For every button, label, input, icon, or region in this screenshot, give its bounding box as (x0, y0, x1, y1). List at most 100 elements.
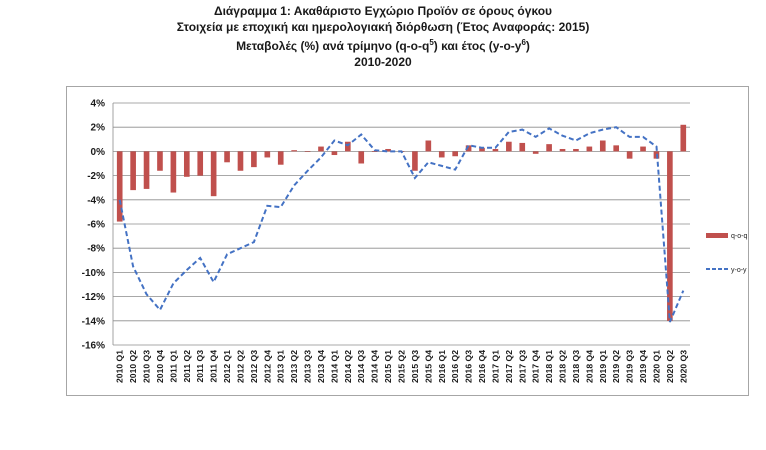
x-tick-label: 2015 Q3 (410, 350, 420, 383)
q-o-q-bar (452, 151, 458, 157)
q-o-q-bar (667, 151, 673, 321)
chart-subtitle: Στοιχεία με εποχική και ημερολογιακή διό… (176, 19, 590, 34)
x-tick-label: 2018 Q3 (571, 350, 581, 383)
q-o-q-bar (143, 151, 150, 189)
x-tick-label: 2014 Q3 (356, 350, 366, 383)
x-tick-label: 2015 Q1 (383, 350, 393, 383)
y-tick-label: 0% (91, 147, 106, 158)
x-tick-label: 2011 Q3 (195, 350, 205, 383)
q-o-q-bar (613, 145, 620, 152)
y-tick-label: -16% (82, 341, 105, 352)
x-tick-label: 2010 Q4 (155, 350, 165, 383)
x-tick-label: 2013 Q1 (276, 350, 286, 383)
q-o-q-bar (130, 151, 136, 191)
q-o-q-bar (492, 148, 499, 152)
q-o-q-bar (559, 148, 566, 152)
x-tick-label: 2020 Q1 (651, 350, 661, 383)
y-tick-label: 2% (91, 123, 106, 134)
q-o-q-bar (277, 151, 284, 165)
q-o-q-bar (291, 150, 297, 152)
x-tick-label: 2014 Q2 (343, 350, 353, 383)
x-tick-label: 2019 Q1 (598, 350, 608, 383)
q-o-q-bar (304, 151, 311, 152)
q-o-q-bar (170, 151, 177, 193)
x-tick-label: 2019 Q2 (611, 350, 621, 383)
q-o-q-bar (586, 146, 593, 152)
chart-title-block: Διάγραμμα 1: Ακαθάριστο Εγχώριο Προϊόν σ… (0, 4, 766, 70)
q-o-q-bar (197, 151, 204, 176)
q-o-q-bar (573, 148, 579, 152)
x-tick-label: 2017 Q1 (490, 350, 500, 383)
q-o-q-bar (546, 144, 552, 152)
q-o-q-bar (626, 151, 633, 159)
legend-y-o-y-label: y-o-y (731, 267, 747, 274)
chart-period: 2010-2020 (354, 54, 412, 69)
q-o-q-bar (318, 146, 324, 152)
x-tick-label: 2013 Q4 (316, 350, 326, 383)
x-tick-label: 2018 Q4 (584, 350, 594, 383)
x-tick-label: 2017 Q2 (504, 350, 514, 383)
x-tick-label: 2014 Q4 (370, 350, 380, 383)
x-tick-label: 2018 Q1 (544, 350, 554, 383)
q-o-q-bar (264, 151, 271, 158)
q-o-q-bar (224, 151, 230, 163)
x-tick-label: 2018 Q2 (558, 350, 568, 383)
q-o-q-bar (157, 151, 163, 171)
y-tick-label: -6% (87, 220, 105, 231)
q-o-q-bar (506, 141, 512, 152)
chart-frame (66, 86, 749, 396)
x-tick-label: 2010 Q3 (142, 350, 152, 383)
x-tick-label: 2017 Q4 (531, 350, 541, 383)
q-o-q-bar (532, 151, 539, 154)
x-tick-label: 2012 Q2 (235, 350, 245, 383)
legend-q-o-q-label: q-o-q (731, 233, 747, 240)
x-tick-label: 2012 Q1 (222, 350, 232, 383)
x-tick-label: 2020 Q3 (678, 350, 688, 383)
x-tick-label: 2011 Q2 (182, 350, 192, 383)
y-tick-label: -10% (82, 268, 105, 279)
q-o-q-bar (425, 140, 432, 152)
q-o-q-bar (237, 151, 244, 171)
x-tick-label: 2019 Q4 (638, 350, 648, 383)
y-tick-label: -4% (87, 195, 105, 206)
q-o-q-bar (331, 151, 338, 156)
x-tick-label: 2010 Q1 (115, 350, 125, 383)
x-tick-label: 2013 Q2 (289, 350, 299, 383)
x-tick-label: 2011 Q4 (209, 350, 219, 383)
x-tick-label: 2020 Q2 (665, 350, 675, 383)
q-o-q-bar (358, 151, 365, 164)
x-tick-label: 2016 Q2 (450, 350, 460, 383)
chart-title: Διάγραμμα 1: Ακαθάριστο Εγχώριο Προϊόν σ… (213, 4, 553, 18)
x-tick-label: 2016 Q3 (464, 350, 474, 383)
q-o-q-bar (465, 145, 472, 152)
x-tick-label: 2016 Q4 (477, 350, 487, 383)
x-tick-label: 2010 Q2 (128, 350, 138, 383)
q-o-q-bar (345, 141, 351, 152)
q-o-q-bar (210, 151, 217, 197)
y-tick-label: -14% (82, 316, 105, 327)
q-o-q-bar (116, 151, 123, 222)
y-tick-label: 4% (91, 99, 106, 110)
q-o-q-bar (479, 147, 485, 152)
q-o-q-bar (385, 148, 391, 152)
q-o-q-bar (438, 151, 445, 158)
x-tick-label: 2012 Q3 (249, 350, 259, 383)
q-o-q-bar (183, 151, 190, 177)
q-o-q-bar (519, 142, 526, 152)
legend-q-o-q-swatch (706, 233, 728, 238)
x-tick-label: 2013 Q3 (303, 350, 313, 383)
x-tick-label: 2019 Q3 (625, 350, 635, 383)
x-tick-label: 2015 Q2 (397, 350, 407, 383)
x-tick-label: 2014 Q1 (329, 350, 339, 383)
q-o-q-bar (680, 124, 687, 152)
y-tick-label: -12% (82, 292, 105, 303)
q-o-q-bar (599, 140, 606, 152)
q-o-q-bar (251, 151, 257, 168)
y-tick-label: -8% (87, 244, 105, 255)
x-tick-label: 2016 Q1 (437, 350, 447, 383)
x-tick-label: 2012 Q4 (262, 350, 272, 383)
q-o-q-bar (412, 151, 418, 171)
q-o-q-bar (371, 151, 378, 152)
chart-subtitle-rates: Μεταβολές (%) ανά τρίμηνο (q-o-q5) και έ… (236, 38, 530, 53)
q-o-q-bar (640, 146, 646, 152)
